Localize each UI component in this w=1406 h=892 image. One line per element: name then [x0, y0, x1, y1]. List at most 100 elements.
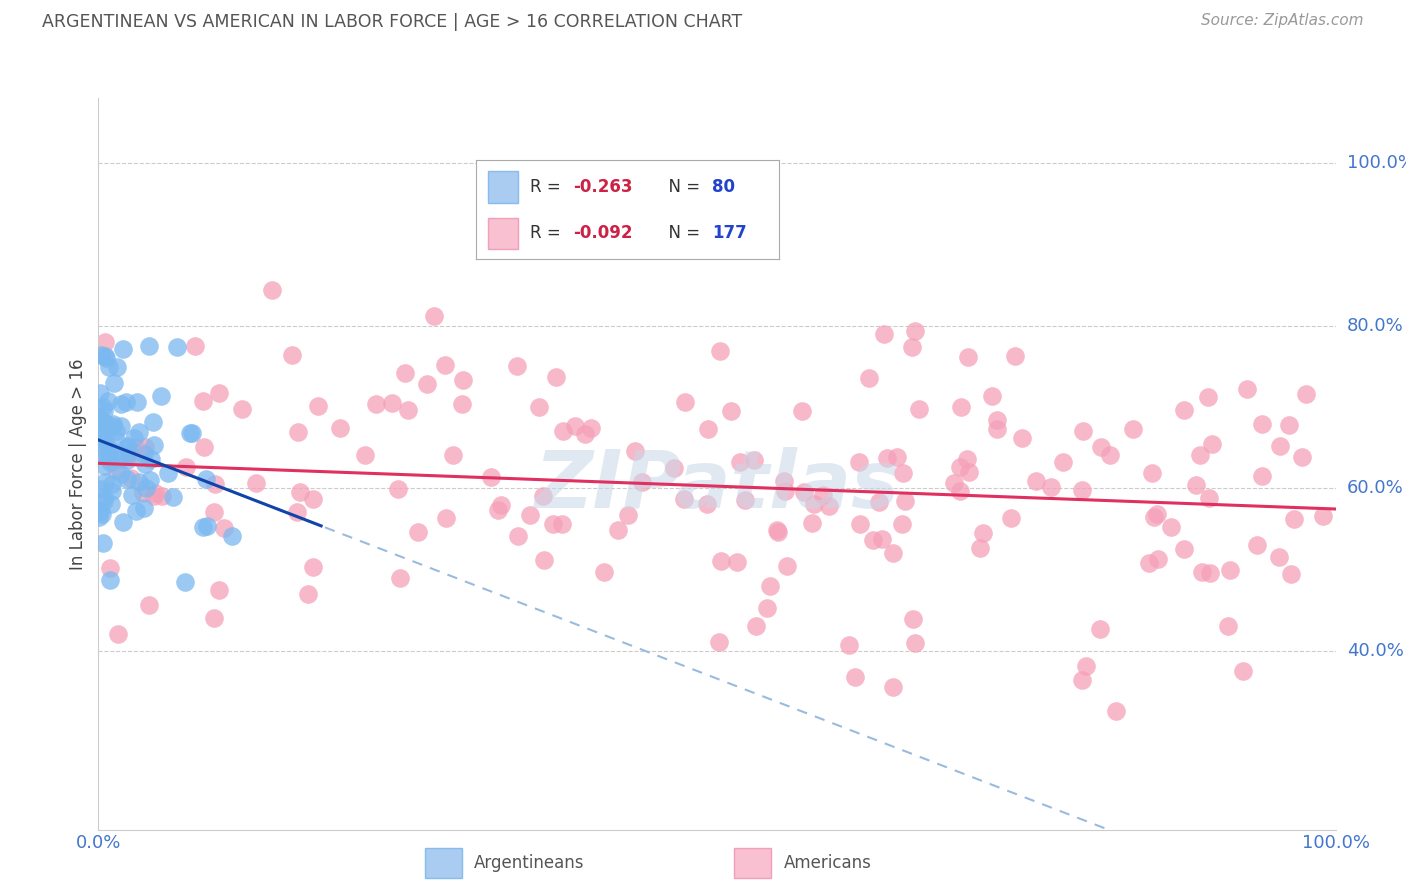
Point — [193, 440, 215, 454]
Point — [818, 499, 841, 513]
Point — [91, 430, 114, 444]
Point — [811, 488, 834, 502]
Point — [803, 498, 825, 512]
Bar — [488, 218, 519, 249]
Point — [1105, 704, 1128, 718]
Point — [103, 376, 125, 390]
Point — [986, 413, 1008, 427]
Point — [204, 476, 226, 491]
Point — [101, 483, 124, 498]
Point — [105, 463, 128, 477]
Point — [882, 546, 904, 560]
Point — [195, 519, 218, 533]
Point — [98, 455, 121, 469]
Text: 60.0%: 60.0% — [1347, 479, 1403, 497]
Point — [766, 523, 789, 537]
Point — [202, 505, 225, 519]
Point — [89, 431, 111, 445]
Point — [1278, 417, 1301, 432]
Point — [94, 351, 117, 365]
Point — [862, 533, 884, 547]
Point — [664, 461, 686, 475]
Point — [673, 491, 696, 506]
Point — [406, 524, 429, 539]
Point — [91, 400, 114, 414]
Point — [128, 475, 150, 489]
Point — [93, 422, 115, 436]
Point — [134, 457, 156, 471]
Point — [98, 445, 121, 459]
Point — [208, 583, 231, 598]
Point — [121, 488, 143, 502]
Text: Argentineans: Argentineans — [474, 854, 585, 872]
Point — [150, 489, 173, 503]
Point — [90, 482, 112, 496]
Point — [766, 525, 789, 540]
Point — [838, 638, 860, 652]
Point — [543, 516, 565, 531]
Point — [329, 421, 352, 435]
Point — [93, 490, 115, 504]
Point — [1040, 481, 1063, 495]
Point — [956, 351, 979, 365]
Point — [486, 502, 509, 516]
Point — [104, 433, 127, 447]
Point — [98, 442, 121, 457]
Point — [527, 400, 550, 414]
Point — [1122, 422, 1144, 436]
Point — [149, 389, 172, 403]
Point — [1074, 658, 1097, 673]
Point — [756, 600, 779, 615]
Point — [451, 373, 474, 387]
Text: 40.0%: 40.0% — [1347, 641, 1403, 660]
Point — [1173, 403, 1195, 417]
Point — [125, 504, 148, 518]
Point — [93, 434, 115, 448]
Point — [174, 575, 197, 590]
Point — [143, 486, 166, 500]
Point — [180, 425, 202, 440]
Point — [986, 422, 1008, 436]
Point — [1188, 448, 1211, 462]
Point — [387, 483, 409, 497]
Point — [1250, 468, 1272, 483]
Text: R =: R = — [530, 178, 567, 196]
Point — [98, 450, 121, 464]
Point — [745, 619, 768, 633]
Point — [720, 404, 742, 418]
Bar — [488, 171, 519, 202]
Point — [134, 440, 156, 454]
Text: Americans: Americans — [783, 854, 872, 872]
Point — [191, 520, 214, 534]
Point — [969, 541, 991, 555]
Point — [202, 611, 225, 625]
Point — [433, 359, 456, 373]
Point — [97, 451, 120, 466]
Point — [307, 400, 329, 414]
Point — [89, 412, 111, 426]
Point — [115, 394, 138, 409]
Point — [117, 445, 139, 459]
Point — [208, 386, 231, 401]
Point — [434, 511, 457, 525]
Point — [90, 440, 112, 454]
Point — [157, 467, 180, 481]
Point — [876, 451, 898, 466]
Point — [110, 397, 132, 411]
Point — [1098, 448, 1121, 462]
Point — [696, 497, 718, 511]
Point — [904, 324, 927, 338]
Point — [709, 343, 731, 358]
Point — [870, 532, 893, 546]
Point — [479, 470, 502, 484]
Point — [101, 417, 124, 431]
Point — [1191, 565, 1213, 579]
Point — [790, 404, 813, 418]
Point — [184, 339, 207, 353]
Point — [696, 421, 718, 435]
Point — [1201, 436, 1223, 450]
Point — [617, 508, 640, 522]
Point — [972, 526, 994, 541]
Point — [630, 475, 652, 489]
Point — [143, 489, 166, 503]
